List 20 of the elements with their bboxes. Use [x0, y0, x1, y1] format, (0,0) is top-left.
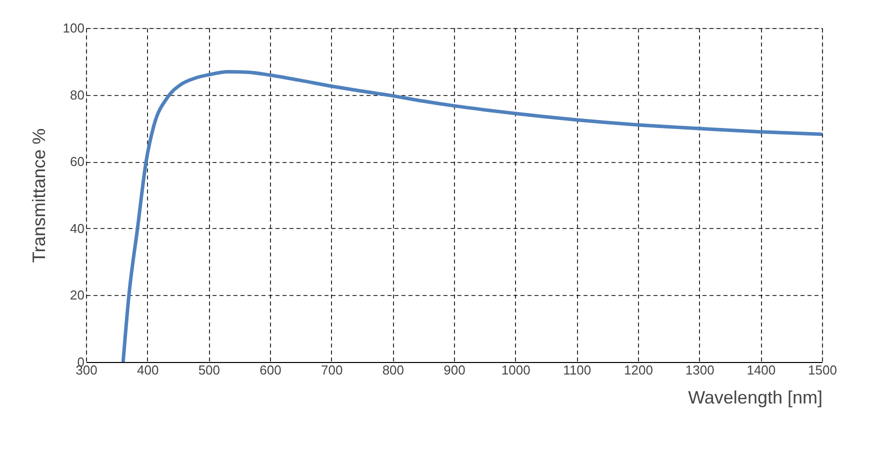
- y-tick-label: 60: [70, 154, 84, 170]
- x-axis-title: Wavelength [nm]: [688, 388, 822, 408]
- y-tick-label: 40: [70, 220, 84, 236]
- x-tick-label: 600: [260, 362, 282, 378]
- x-tick-label: 1500: [808, 362, 837, 378]
- x-tick-label: 1200: [624, 362, 653, 378]
- y-tick-label: 80: [70, 87, 84, 102]
- x-tick-label: 1000: [501, 362, 530, 378]
- x-tick-label: 800: [382, 362, 404, 378]
- x-tick-label: 400: [136, 362, 159, 378]
- x-tick-label: 1400: [746, 362, 776, 378]
- line-series: [121, 70, 824, 364]
- x-tick-label: 1300: [685, 362, 714, 378]
- x-tick-label: 1100: [563, 362, 592, 378]
- x-tick-label: 900: [444, 362, 466, 378]
- x-tick-label: 500: [198, 362, 220, 378]
- x-tick-label: 700: [320, 362, 343, 378]
- y-tick-label: 100: [62, 20, 84, 36]
- y-axis-title: Transmittance %: [28, 128, 49, 263]
- y-tick-label: 20: [70, 288, 84, 303]
